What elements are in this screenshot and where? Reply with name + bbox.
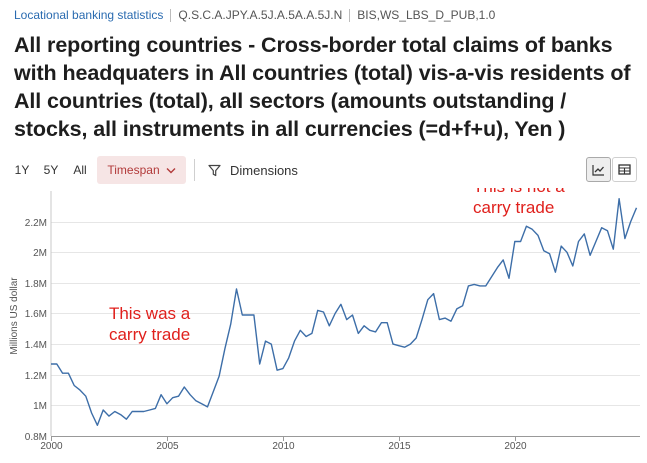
annotation-line: This is not a [473, 188, 565, 196]
dimensions-button[interactable]: Dimensions [208, 160, 298, 180]
line-chart-svg: 0.8M 1M 1.2M 1.4M 1.6M 1.8M 2M 2.2M 2000 2005 201… [9, 188, 640, 452]
annotation-text: This was a carry trade [109, 304, 191, 344]
breadcrumb-separator [170, 8, 172, 22]
range-1y-button[interactable]: 1Y [14, 163, 30, 177]
timespan-dropdown[interactable]: Timespan [97, 156, 186, 184]
x-tick-label: 2020 [504, 441, 527, 452]
x-tick-label: 2010 [272, 441, 295, 452]
page-title: All reporting countries - Cross-border t… [14, 33, 631, 141]
y-axis-label: Millions US dollar [9, 277, 20, 355]
breadcrumb-dataset-link[interactable]: Locational banking statistics [14, 8, 164, 22]
annotation-line: This was a [109, 304, 191, 323]
chart-gridlines [51, 222, 640, 406]
chart-annotations: This was a carry trade This is not a carry … [109, 188, 565, 344]
series-line [51, 197, 638, 427]
breadcrumb: Locational banking statistics Q.S.C.A.JP… [14, 6, 495, 24]
annotation-line: carry trade [109, 325, 190, 344]
dimensions-label: Dimensions [230, 162, 298, 178]
table-view-button[interactable] [612, 157, 637, 182]
table-icon [618, 164, 631, 175]
filter-icon [208, 164, 221, 177]
timespan-label: Timespan [107, 163, 160, 177]
y-tick-label: 2M [33, 248, 47, 259]
annotation-text: This is not a carry trade [473, 188, 565, 217]
x-tick-label: 2000 [40, 441, 63, 452]
breadcrumb-series-key: Q.S.C.A.JPY.A.5J.A.5A.A.5J.N [178, 8, 343, 22]
range-5y-button[interactable]: 5Y [43, 163, 59, 177]
y-tick-label: 1.4M [25, 340, 47, 351]
x-tick-label: 2015 [388, 441, 411, 452]
x-tick-label: 2005 [156, 441, 179, 452]
y-tick-label: 0.8M [25, 432, 47, 443]
line-chart-icon [592, 164, 605, 176]
line-chart: 0.8M 1M 1.2M 1.4M 1.6M 1.8M 2M 2.2M 2000 2005 201… [0, 188, 647, 463]
y-tick-label: 1M [33, 401, 47, 412]
annotation-line: carry trade [473, 198, 554, 217]
chart-toolbar: 1Y 5Y All Timespan Dimensions [0, 156, 647, 184]
y-tick-label: 1.6M [25, 309, 47, 320]
y-axis-ticks: 0.8M 1M 1.2M 1.4M 1.6M 1.8M 2M 2.2M [25, 218, 47, 443]
y-tick-label: 1.8M [25, 279, 47, 290]
y-tick-label: 2.2M [25, 218, 47, 229]
y-tick-label: 1.2M [25, 371, 47, 382]
chart-series [51, 197, 638, 427]
line-view-button[interactable] [586, 157, 611, 182]
breadcrumb-separator [349, 8, 351, 22]
range-all-button[interactable]: All [73, 163, 87, 177]
chevron-down-icon [166, 167, 176, 174]
toolbar-divider [194, 159, 195, 181]
x-axis-ticks: 2000 2005 2010 2015 2020 [40, 436, 527, 452]
breadcrumb-flow: BIS,WS_LBS_D_PUB,1.0 [357, 8, 496, 22]
